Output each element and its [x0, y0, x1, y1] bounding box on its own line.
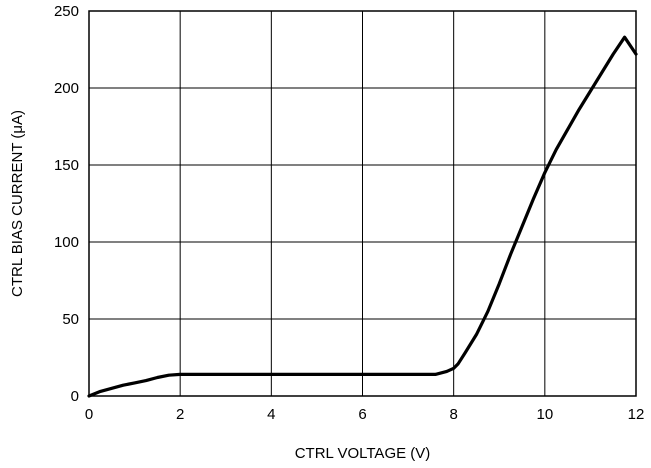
x-tick-label: 4 [267, 406, 275, 423]
y-tick-label: 100 [54, 234, 79, 251]
y-tick-label: 0 [71, 388, 79, 405]
x-axis-label: CTRL VOLTAGE (V) [295, 445, 431, 462]
x-tick-label: 8 [449, 406, 457, 423]
y-tick-label: 200 [54, 80, 79, 97]
series-layer [87, 35, 638, 398]
x-tick-labels: 0 2 4 6 8 10 12 [85, 406, 645, 423]
y-tick-label: 150 [54, 157, 79, 174]
x-tick-label: 6 [358, 406, 366, 423]
y-axis-label: CTRL BIAS CURRENT (μA) [9, 110, 26, 297]
x-tick-label: 0 [85, 406, 93, 423]
x-tick-label: 10 [536, 406, 553, 423]
plot-frame [88, 10, 637, 397]
series-line [87, 35, 638, 398]
grid [89, 11, 636, 396]
y-tick-labels: 0 50 100 150 200 250 [54, 3, 79, 405]
y-tick-label: 250 [54, 3, 79, 20]
y-tick-label: 50 [62, 311, 79, 328]
x-tick-label: 12 [628, 406, 645, 423]
x-tick-label: 2 [176, 406, 184, 423]
